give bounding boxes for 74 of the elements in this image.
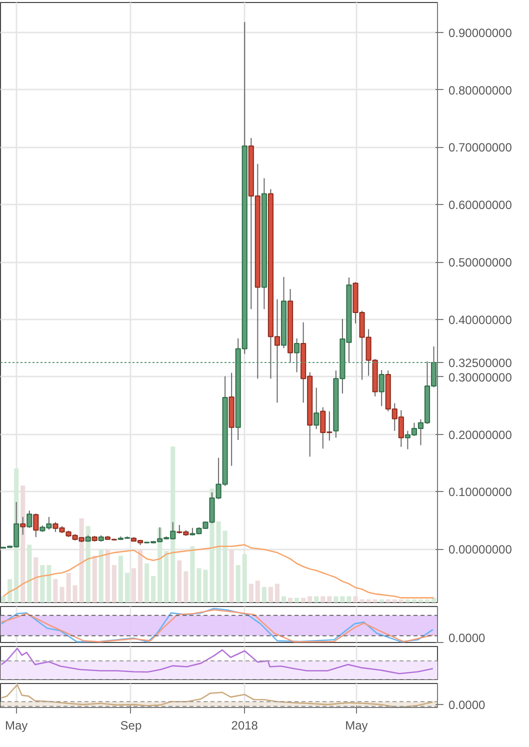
y-tick-label: 0.20000000 (448, 428, 512, 442)
bar (190, 546, 195, 602)
y-tick-label: 0.60000000 (448, 198, 512, 212)
bar (46, 565, 52, 602)
bar (308, 596, 312, 602)
y-tick-label: 0.90000000 (448, 26, 512, 40)
bar (405, 599, 410, 602)
y-tick-label: 0.70000000 (448, 140, 512, 155)
y-tick-label: 0.10000000 (448, 485, 512, 500)
y-tick-label: 0.50000000 (448, 256, 512, 270)
bar (144, 564, 150, 602)
bar (334, 596, 338, 602)
bar (320, 596, 326, 602)
bar (1, 596, 6, 602)
y-tick-label: 0.30000000 (448, 370, 512, 384)
bar (242, 554, 247, 602)
y-tick-label: 0.00000000 (448, 542, 512, 557)
x-tick-label: May (5, 718, 28, 732)
bar (372, 599, 378, 602)
candlestick (20, 516, 26, 536)
bar (255, 580, 260, 602)
bar (248, 584, 254, 602)
bar (424, 599, 430, 602)
bar (40, 565, 45, 602)
bar (327, 596, 332, 602)
bar (92, 556, 97, 602)
bar (164, 551, 169, 602)
candlestick (314, 387, 320, 430)
bar (27, 544, 32, 602)
bar (412, 599, 416, 602)
bar (288, 598, 293, 602)
bar (170, 446, 176, 602)
bar (98, 549, 104, 602)
candlestick (33, 513, 39, 538)
bar (8, 579, 12, 602)
x-tick-label: May (345, 718, 368, 732)
bar (418, 599, 424, 602)
bar (34, 557, 38, 602)
bar (281, 596, 286, 602)
bar (216, 521, 221, 602)
bar (268, 586, 273, 602)
bar (151, 576, 156, 602)
bar (392, 599, 397, 602)
bar (236, 565, 240, 602)
bar (262, 586, 266, 602)
bar (386, 599, 390, 602)
candlestick (294, 338, 300, 373)
bar (124, 572, 130, 602)
bar (177, 560, 182, 602)
bar (294, 598, 300, 602)
bar (86, 526, 90, 602)
y-tick-label: 0.80000000 (448, 83, 512, 98)
bar (379, 599, 384, 602)
text: 0.0000 (448, 631, 486, 645)
ref-line-label: 0.32500000 (448, 356, 512, 370)
y-tick-label: 0.40000000 (448, 312, 512, 327)
bar (314, 596, 319, 602)
bar (398, 599, 404, 602)
bar (222, 530, 228, 602)
x-tick-label: Sep (120, 718, 142, 732)
bar (274, 584, 280, 602)
bar (346, 596, 352, 602)
candlestick (378, 369, 384, 407)
bar (118, 556, 123, 602)
bar (301, 598, 306, 602)
bar (72, 585, 78, 602)
bar (184, 571, 188, 602)
bar (196, 568, 202, 602)
bar (340, 596, 345, 602)
candlestick (26, 510, 32, 528)
x-tick-label: 2018 (231, 718, 258, 732)
bar (112, 565, 116, 602)
text: 0.0000 (448, 698, 486, 712)
bar (366, 599, 371, 602)
